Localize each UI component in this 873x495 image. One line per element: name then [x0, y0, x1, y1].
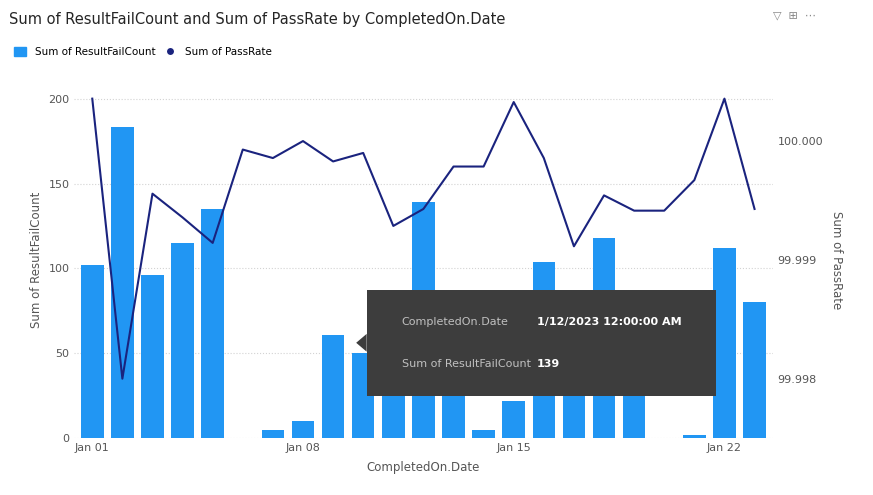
Bar	[81, 265, 104, 438]
Bar	[141, 275, 164, 438]
Bar	[743, 302, 766, 438]
Bar	[622, 314, 645, 438]
Bar	[382, 323, 404, 438]
Text: Sum of ResultFailCount: Sum of ResultFailCount	[402, 359, 531, 369]
Bar	[562, 296, 585, 438]
Text: 1/12/2023 12:00:00 AM: 1/12/2023 12:00:00 AM	[537, 316, 682, 327]
Text: Sum of ResultFailCount and Sum of PassRate by CompletedOn.Date: Sum of ResultFailCount and Sum of PassRa…	[9, 12, 505, 27]
Y-axis label: Sum of PassRate: Sum of PassRate	[829, 211, 842, 309]
Bar	[322, 335, 344, 438]
Bar	[593, 238, 615, 438]
Text: CompletedOn.Date: CompletedOn.Date	[402, 316, 508, 327]
Bar	[262, 430, 285, 438]
Bar	[443, 302, 464, 438]
Legend: Sum of ResultFailCount, Sum of PassRate: Sum of ResultFailCount, Sum of PassRate	[14, 48, 272, 57]
Bar	[683, 435, 705, 438]
Bar	[533, 261, 555, 438]
Bar	[713, 248, 736, 438]
Bar	[412, 202, 435, 438]
Bar	[472, 430, 495, 438]
Text: ▽  ⊞  ⋯: ▽ ⊞ ⋯	[773, 11, 815, 21]
Bar	[292, 421, 314, 438]
X-axis label: CompletedOn.Date: CompletedOn.Date	[367, 461, 480, 474]
Y-axis label: Sum of ResultFailCount: Sum of ResultFailCount	[30, 192, 43, 328]
Text: 139: 139	[537, 359, 560, 369]
Bar	[352, 353, 375, 438]
Bar	[503, 401, 525, 438]
Bar	[111, 128, 134, 438]
Bar	[202, 209, 224, 438]
Bar	[171, 243, 194, 438]
